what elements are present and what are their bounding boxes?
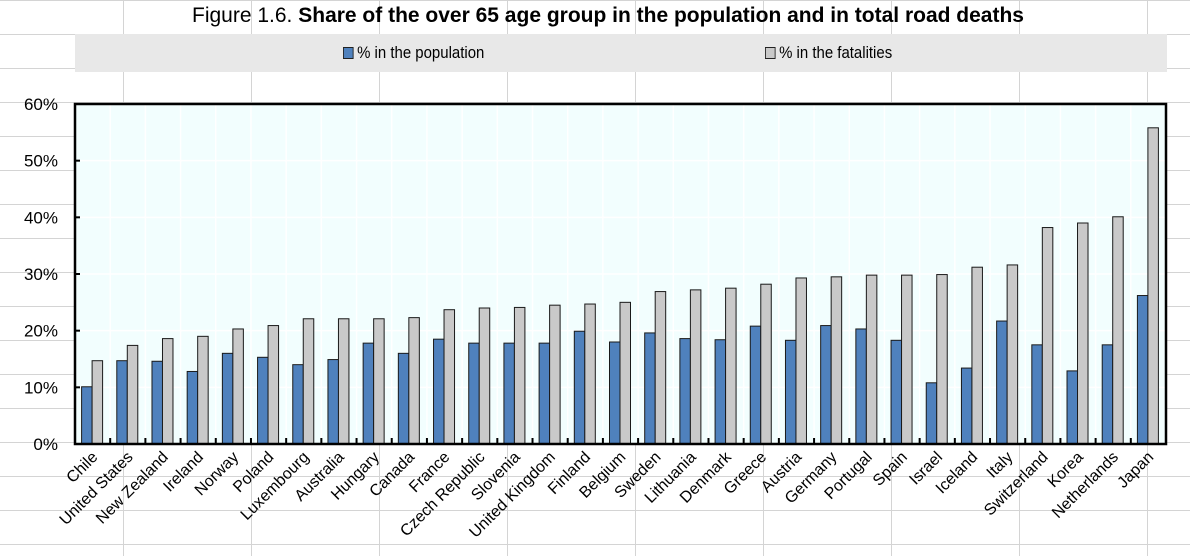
bar-fatalities	[689, 289, 702, 445]
y-tick-label: 60%	[24, 95, 58, 114]
bar-fatalities	[1077, 222, 1089, 445]
bar-population	[116, 360, 128, 445]
bar-fatalities	[267, 325, 280, 445]
legend-label-fatalities: % in the fatalities	[779, 43, 893, 62]
figure-number: Figure 1.6.	[192, 4, 293, 27]
legend-item-fatalities: % in the fatalities	[765, 43, 892, 63]
figure-title: Share of the over 65 age group in the po…	[298, 4, 1024, 27]
legend-swatch-population	[343, 47, 354, 59]
x-category-label: Japan	[1114, 449, 1157, 492]
bar-fatalities	[936, 274, 948, 445]
bar-fatalities	[513, 306, 526, 445]
bar-fatalities	[126, 344, 139, 445]
bar-fatalities	[795, 277, 807, 445]
legend: % in the population % in the fatalities	[75, 34, 1167, 72]
bar-fatalities	[373, 318, 385, 445]
bar-fatalities	[830, 276, 843, 445]
bar-fatalities	[901, 274, 913, 445]
bar-population	[327, 359, 339, 445]
bar-fatalities	[619, 301, 631, 445]
bar-fatalities	[971, 266, 983, 445]
bar-population	[749, 325, 762, 445]
bar-fatalities	[549, 304, 561, 445]
bar-population	[538, 342, 551, 445]
bar-fatalities	[91, 360, 104, 445]
bar-population	[609, 341, 621, 445]
bar-fatalities	[725, 287, 737, 445]
bar-population	[503, 342, 515, 445]
bar-fatalities	[197, 335, 209, 445]
bar-population	[257, 356, 269, 445]
bar-fatalities	[760, 283, 772, 445]
bar-population	[960, 367, 973, 445]
x-category-label: Switzerland	[981, 449, 1052, 520]
bar-fatalities	[478, 307, 491, 445]
bar-fatalities	[302, 318, 315, 445]
y-tick-label: 20%	[24, 322, 58, 341]
bar-population	[890, 339, 903, 445]
bar-fatalities	[1147, 127, 1159, 445]
bar-fatalities	[161, 338, 174, 445]
y-tick-label: 40%	[24, 208, 58, 227]
legend-item-population: % in the population	[343, 43, 484, 63]
legend-swatch-fatalities	[765, 47, 776, 59]
bar-population	[221, 352, 234, 445]
chart-title: Figure 1.6. Share of the over 65 age gro…	[0, 4, 1190, 28]
bar-population	[679, 338, 691, 445]
y-tick-label: 30%	[24, 265, 58, 284]
y-tick-label: 0%	[33, 435, 58, 454]
bar-population	[855, 328, 867, 445]
bar-population	[820, 325, 832, 445]
y-tick-label: 10%	[24, 378, 58, 397]
bar-fatalities	[865, 274, 878, 445]
bar-population	[1101, 344, 1114, 445]
bar-population	[468, 342, 480, 445]
bar-population	[81, 386, 93, 445]
bar-population	[433, 338, 445, 445]
bar-fatalities	[1041, 227, 1054, 445]
bar-population	[1031, 344, 1043, 445]
bar-population	[925, 382, 938, 445]
bar-fatalities	[232, 328, 244, 445]
bar-fatalities	[1006, 264, 1019, 445]
bar-population	[151, 360, 163, 445]
bar-fatalities	[443, 309, 456, 445]
x-category-label: Spain	[870, 449, 911, 490]
bar-fatalities	[408, 317, 420, 445]
bar-population	[573, 330, 586, 445]
bar-population	[397, 352, 410, 445]
bar-population	[784, 339, 797, 445]
bar-population	[644, 332, 656, 445]
bar-fatalities	[1112, 216, 1124, 445]
bar-population	[996, 320, 1008, 445]
y-tick-label: 50%	[24, 152, 58, 171]
bar-population	[362, 342, 375, 445]
bar-population	[186, 370, 199, 445]
bar-fatalities	[337, 318, 350, 445]
bar-fatalities	[584, 303, 596, 445]
bar-population	[292, 364, 304, 445]
legend-label-population: % in the population	[357, 43, 485, 62]
bar-population	[1136, 295, 1149, 445]
bar-fatalities	[654, 291, 667, 445]
bar-population	[1066, 370, 1079, 445]
bar-population	[714, 339, 727, 445]
